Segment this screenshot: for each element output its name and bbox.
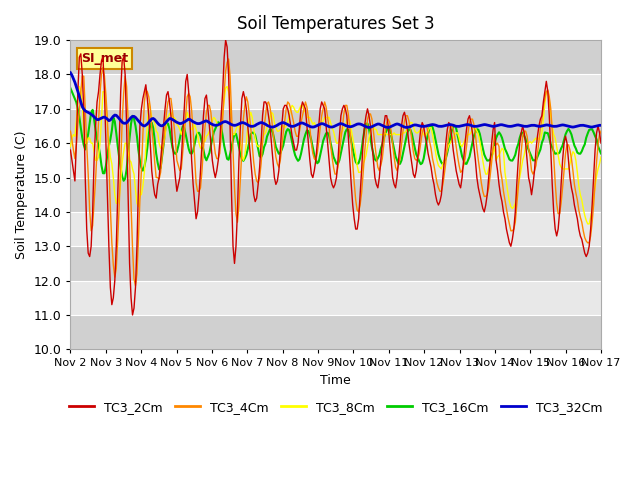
X-axis label: Time: Time <box>321 374 351 387</box>
Bar <box>70 109 601 143</box>
Bar <box>70 281 601 315</box>
Y-axis label: Soil Temperature (C): Soil Temperature (C) <box>15 131 28 259</box>
Bar <box>70 178 601 212</box>
Legend: TC3_2Cm, TC3_4Cm, TC3_8Cm, TC3_16Cm, TC3_32Cm: TC3_2Cm, TC3_4Cm, TC3_8Cm, TC3_16Cm, TC3… <box>64 396 608 419</box>
Bar <box>70 143 601 178</box>
Title: Soil Temperatures Set 3: Soil Temperatures Set 3 <box>237 15 435 33</box>
Bar <box>70 246 601 281</box>
Bar <box>70 74 601 109</box>
Bar <box>70 40 601 74</box>
Text: SI_met: SI_met <box>81 52 128 65</box>
Bar <box>70 212 601 246</box>
Bar <box>70 315 601 349</box>
